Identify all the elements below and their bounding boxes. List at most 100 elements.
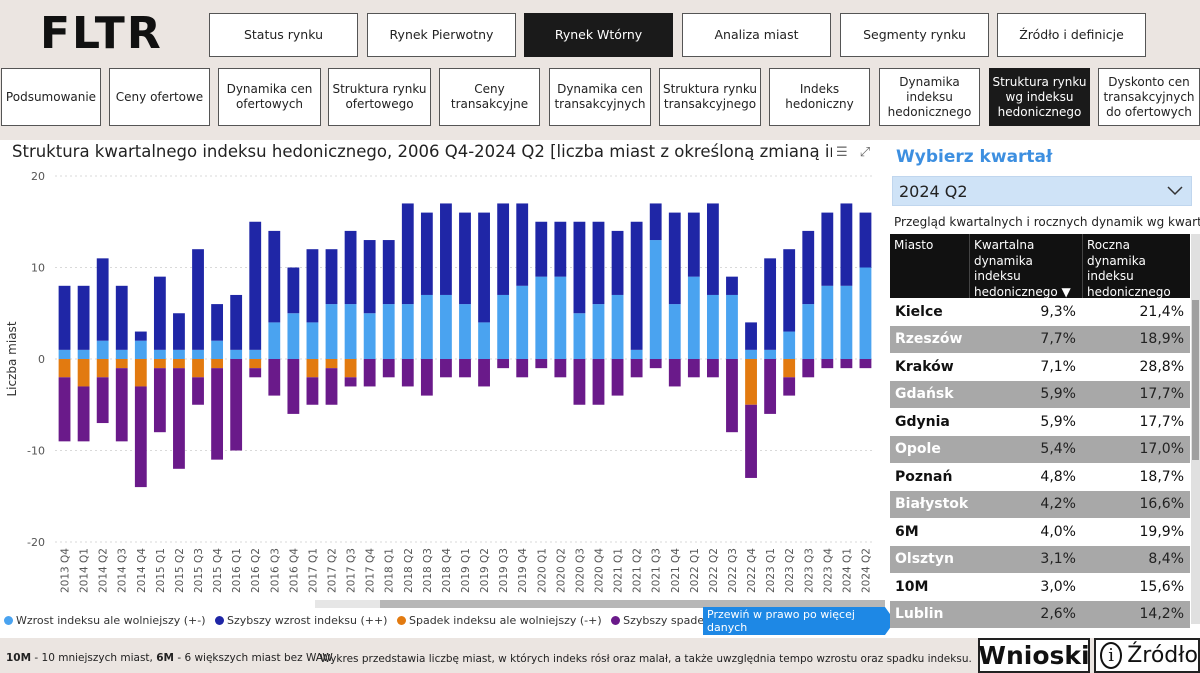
bar-segment[interactable] (115, 359, 128, 369)
bar-segment[interactable] (726, 294, 738, 359)
table-row[interactable]: Poznań 4,8% 18,7% (890, 463, 1190, 491)
scroll-right-hint-button[interactable]: Przewiń w prawo po więcej danych (703, 607, 895, 635)
bar-segment[interactable] (287, 313, 300, 359)
bar-segment[interactable] (649, 359, 662, 369)
bar-segment[interactable] (859, 267, 872, 360)
bar-segment[interactable] (77, 285, 90, 350)
bar-segment[interactable] (58, 377, 71, 442)
bar-segment[interactable] (611, 230, 624, 295)
bar-segment[interactable] (153, 359, 166, 369)
bar-segment[interactable] (554, 221, 567, 277)
bar-segment[interactable] (764, 349, 777, 359)
bar-segment[interactable] (77, 349, 90, 359)
bar-segment[interactable] (268, 359, 281, 396)
bar-segment[interactable] (592, 304, 605, 359)
table-row[interactable]: 6M 4,0% 19,9% (890, 518, 1190, 546)
bar-segment[interactable] (497, 294, 510, 359)
bar-segment[interactable] (192, 377, 204, 405)
bar-segment[interactable] (802, 230, 815, 305)
bar-segment[interactable] (77, 359, 90, 387)
bar-segment[interactable] (192, 349, 204, 359)
bar-segment[interactable] (745, 349, 757, 359)
bar-segment[interactable] (401, 304, 414, 359)
zrodlo-button[interactable]: i Źródło (1094, 638, 1200, 673)
bar-segment[interactable] (382, 240, 395, 305)
bar-segment[interactable] (554, 276, 567, 359)
bar-segment[interactable] (173, 313, 185, 350)
bar-segment[interactable] (687, 359, 700, 378)
bar-segment[interactable] (173, 359, 185, 369)
bar-segment[interactable] (382, 359, 395, 378)
bar-segment[interactable] (306, 359, 319, 378)
bar-segment[interactable] (497, 359, 510, 369)
bar-segment[interactable] (630, 359, 643, 378)
nav-rynek-wtorny[interactable]: Rynek Wtórny (524, 13, 673, 57)
bar-segment[interactable] (344, 377, 357, 387)
bar-segment[interactable] (420, 294, 433, 359)
bar-segment[interactable] (478, 322, 490, 359)
subnav-struktura-rynku-ofertowego[interactable]: Struktura rynku ofertowego (328, 68, 431, 126)
col-header-miasto[interactable]: Miasto (894, 238, 934, 252)
bar-segment[interactable] (192, 249, 204, 350)
bar-segment[interactable] (344, 359, 357, 378)
table-row[interactable]: Gdańsk 5,9% 17,7% (890, 380, 1190, 408)
bar-segment[interactable] (115, 368, 128, 442)
bar-segment[interactable] (516, 285, 529, 359)
col-header-roczna[interactable]: Roczna dynamika indeksu hedonicznego (1082, 234, 1190, 299)
bar-segment[interactable] (134, 340, 147, 359)
bar-segment[interactable] (420, 212, 433, 295)
table-row[interactable]: Białystok 4,2% 16,6% (890, 490, 1190, 518)
wnioski-button[interactable]: Wnioski (978, 638, 1090, 673)
bar-segment[interactable] (211, 340, 224, 359)
bar-segment[interactable] (840, 203, 853, 286)
bar-segment[interactable] (535, 359, 548, 369)
chart-scrollbar-thumb[interactable] (380, 600, 885, 608)
bar-segment[interactable] (668, 359, 681, 387)
bar-segment[interactable] (726, 359, 738, 433)
bar-segment[interactable] (268, 230, 281, 323)
bar-segment[interactable] (249, 349, 262, 359)
bar-segment[interactable] (726, 276, 738, 295)
bar-segment[interactable] (630, 221, 643, 350)
subnav-struktura-rynku-wg-indeksu[interactable]: Struktura rynku wg indeksu hedonicznego (989, 68, 1090, 126)
bar-segment[interactable] (859, 359, 872, 369)
bar-segment[interactable] (764, 258, 777, 350)
bar-segment[interactable] (306, 377, 319, 405)
subnav-ceny-transakcyjne[interactable]: Ceny transakcyjne (439, 68, 540, 126)
bar-segment[interactable] (287, 359, 300, 414)
bar-segment[interactable] (459, 212, 471, 305)
bar-segment[interactable] (649, 240, 662, 359)
bar-segment[interactable] (459, 304, 471, 359)
bar-segment[interactable] (325, 249, 338, 305)
bar-segment[interactable] (478, 212, 490, 323)
subnav-struktura-rynku-transakcyjnego[interactable]: Struktura rynku transakcyjnego (659, 68, 761, 126)
subnav-dyskonto-cen[interactable]: Dyskonto cen transakcyjnych do ofertowyc… (1098, 68, 1200, 126)
table-row[interactable]: Opole 5,4% 17,0% (890, 435, 1190, 463)
quarter-select[interactable]: 2024 Q2 (892, 176, 1192, 206)
bar-segment[interactable] (58, 285, 71, 350)
bar-segment[interactable] (287, 267, 300, 314)
bar-segment[interactable] (401, 203, 414, 305)
bar-segment[interactable] (840, 359, 853, 369)
bar-segment[interactable] (821, 285, 834, 359)
bar-segment[interactable] (478, 359, 490, 387)
table-scrollbar-thumb[interactable] (1192, 300, 1199, 460)
bar-segment[interactable] (687, 212, 700, 277)
bar-segment[interactable] (96, 258, 109, 341)
bar-segment[interactable] (211, 368, 224, 460)
bar-segment[interactable] (96, 359, 109, 378)
bar-segment[interactable] (611, 359, 624, 396)
bar-segment[interactable] (859, 212, 872, 268)
bar-segment[interactable] (325, 359, 338, 369)
bar-segment[interactable] (764, 359, 777, 414)
bar-segment[interactable] (363, 359, 376, 387)
bar-segment[interactable] (745, 404, 757, 478)
table-row[interactable]: Rzeszów 7,7% 18,9% (890, 325, 1190, 353)
table-row[interactable]: Olsztyn 3,1% 8,4% (890, 545, 1190, 573)
bar-segment[interactable] (249, 368, 262, 378)
bar-segment[interactable] (573, 313, 586, 359)
subnav-dynamika-cen-ofertowych[interactable]: Dynamika cen ofertowych (218, 68, 321, 126)
bar-segment[interactable] (77, 386, 90, 442)
bar-segment[interactable] (783, 377, 796, 396)
bar-segment[interactable] (58, 359, 71, 378)
